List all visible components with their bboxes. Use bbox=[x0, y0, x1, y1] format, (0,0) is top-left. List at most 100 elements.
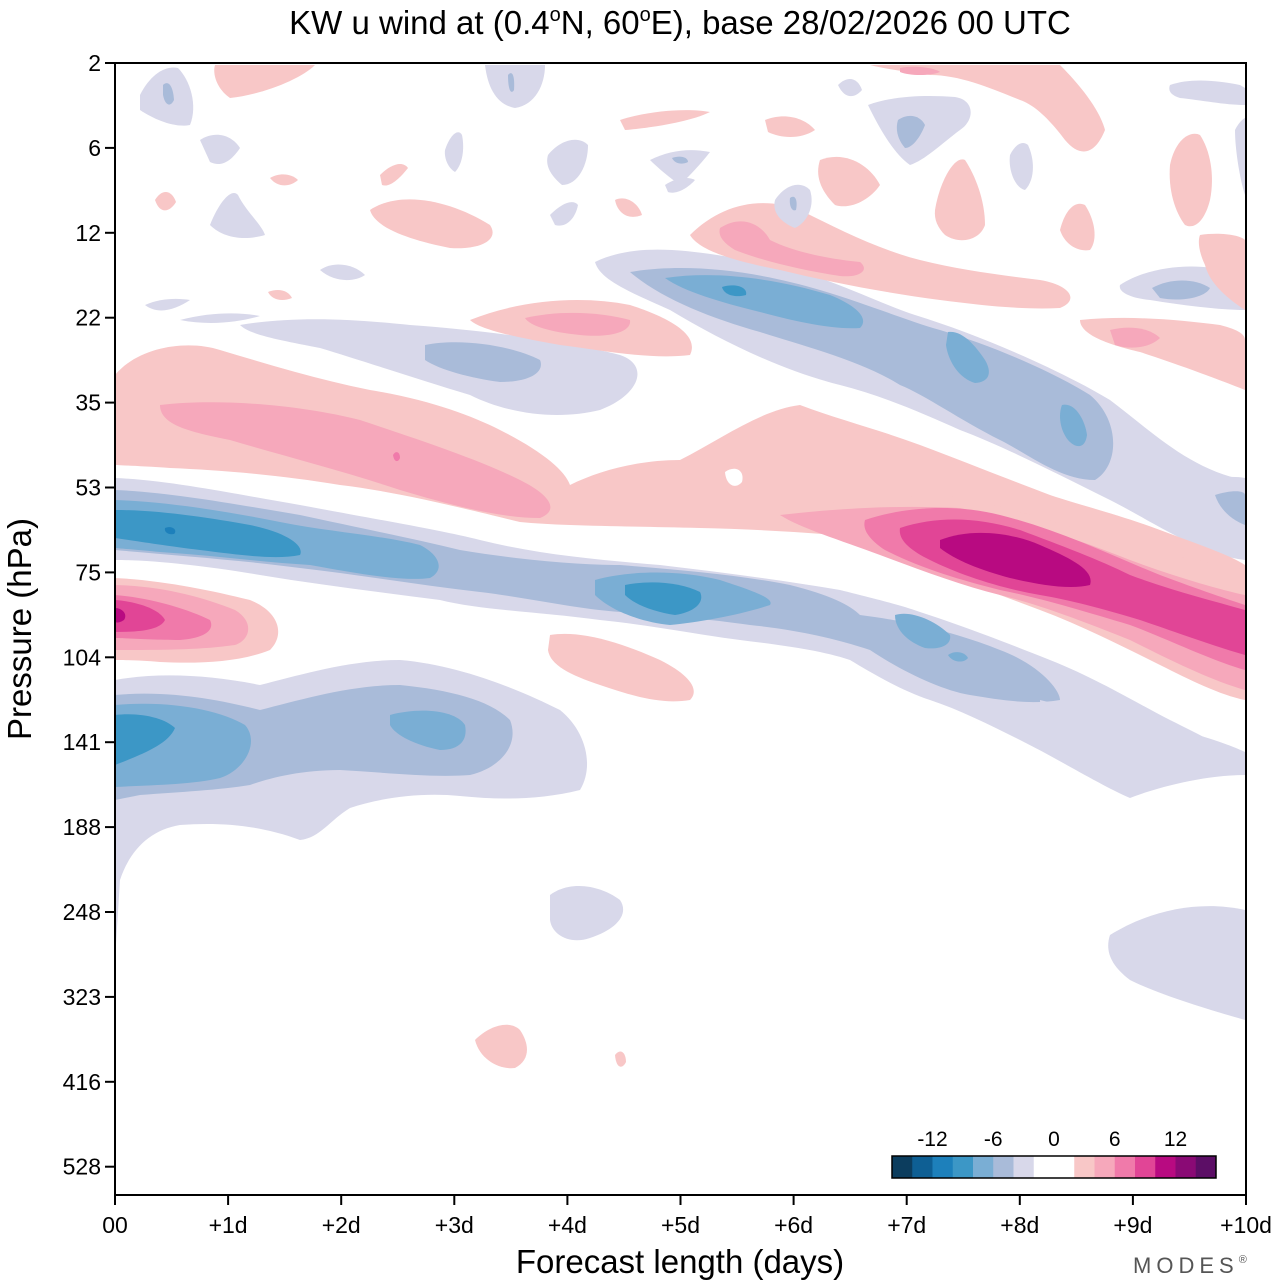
contour-neg-top-11-l2 bbox=[672, 156, 688, 164]
y-tick-label-8: 141 bbox=[63, 729, 101, 755]
contour-neg-103-l3 bbox=[895, 613, 951, 649]
contour-neg-main-l5 bbox=[164, 527, 176, 535]
contour-neg-right-53-l2 bbox=[1215, 491, 1245, 525]
x-tick-label-4: +4d bbox=[548, 1212, 587, 1238]
contour-neg-right-141 bbox=[1040, 700, 1245, 790]
colorbar-segment-5 bbox=[993, 1156, 1014, 1178]
contour-neg-upper-l2 bbox=[630, 268, 1114, 480]
contour-neg-main-l4 bbox=[115, 510, 301, 558]
y-tick-label-9: 188 bbox=[63, 814, 101, 840]
contour-neg-top-2 bbox=[200, 134, 240, 165]
contour-pos-35-53-l2 bbox=[160, 402, 551, 518]
y-tick-label-12: 416 bbox=[63, 1069, 101, 1095]
contour-neg-top-17 bbox=[1169, 80, 1245, 105]
colorbar-segment-0 bbox=[892, 1156, 913, 1178]
colorbar-segment-7 bbox=[1033, 1156, 1055, 1178]
x-tick-label-8: +8d bbox=[1000, 1212, 1039, 1238]
contour-pos-top-2 bbox=[370, 199, 493, 249]
y-tick-label-13: 528 bbox=[63, 1154, 101, 1180]
colorbar-segment-9 bbox=[1074, 1156, 1095, 1178]
contour-neg-top-10 bbox=[550, 202, 578, 226]
chart-title: KW u wind at (0.4oN, 60oE), base 28/02/2… bbox=[289, 4, 1071, 41]
colorbar-segment-1 bbox=[912, 1156, 933, 1178]
contour-neg-top-7-l2 bbox=[508, 73, 515, 92]
contour-pos-top-11 bbox=[870, 65, 1105, 152]
contour-pos-dot bbox=[393, 452, 400, 462]
contour-pos-top-6 bbox=[268, 290, 292, 300]
contour-pos-top-4 bbox=[155, 191, 176, 211]
y-tick-label-11: 323 bbox=[63, 984, 101, 1010]
contour-neg-103-dot bbox=[948, 652, 968, 662]
x-tick-label-1: +1d bbox=[209, 1212, 248, 1238]
contour-neg-top-6 bbox=[180, 313, 260, 323]
contour-neg-upper-l3 bbox=[665, 275, 864, 329]
contour-neg-lower-l3b bbox=[390, 710, 466, 750]
contour-pos-mid-104 bbox=[548, 633, 694, 702]
x-tick-label-3: +3d bbox=[435, 1212, 474, 1238]
x-tick-label-7: +7d bbox=[887, 1212, 926, 1238]
contour-pos-top-10 bbox=[818, 156, 880, 207]
contour-neg-top-1-l2 bbox=[163, 83, 174, 105]
contour-neg-top-15-l2 bbox=[896, 115, 925, 148]
x-tick-label-0: 00 bbox=[102, 1212, 128, 1238]
contour-neg-right-53 bbox=[1163, 476, 1245, 538]
contour-neg-topright-l2 bbox=[1152, 280, 1210, 300]
colorbar-segment-8 bbox=[1054, 1156, 1075, 1178]
colorbar-segment-2 bbox=[932, 1156, 954, 1178]
colorbar-segment-6 bbox=[1013, 1156, 1035, 1178]
x-axis-title: Forecast length (days) bbox=[516, 1243, 844, 1280]
contour-neg-top-16 bbox=[1009, 143, 1033, 190]
x-tick-label-9: +9d bbox=[1113, 1212, 1152, 1238]
contour-neg-top-14 bbox=[838, 78, 862, 97]
contour-neg-right-lower bbox=[1108, 906, 1245, 1020]
colorbar-segment-14 bbox=[1175, 1156, 1197, 1178]
colorbar-segment-12 bbox=[1135, 1156, 1156, 1178]
x-tick-label-10: +10d bbox=[1220, 1212, 1272, 1238]
contour-pos-lower-416b bbox=[615, 1051, 626, 1067]
contour-pos-top-8 bbox=[615, 198, 642, 217]
x-tick-label-6: +6d bbox=[774, 1212, 813, 1238]
contour-pos-22-l2 bbox=[525, 312, 631, 336]
contour-pos-init-l4 bbox=[115, 600, 165, 632]
colorbar-segment-4 bbox=[973, 1156, 994, 1178]
contour-pos-top-12 bbox=[934, 159, 985, 241]
contour-neg-top-18 bbox=[1235, 118, 1245, 195]
contour-neg-top-9 bbox=[547, 139, 588, 185]
y-tick-label-0: 2 bbox=[88, 50, 101, 76]
colorbar-label-4: 12 bbox=[1164, 1128, 1187, 1151]
x-axis: 00 +1d +2d +3d +4d +5d +6d +7d +8d +9d +10d bbox=[102, 1195, 1272, 1238]
colorbar-segment-3 bbox=[952, 1156, 974, 1178]
contour-pos-top-13 bbox=[1060, 203, 1095, 251]
contour-neg-mid-upper bbox=[240, 319, 638, 415]
contour-neg-mid-upper-l2 bbox=[425, 342, 541, 382]
colorbar-label-1: -6 bbox=[984, 1128, 1003, 1151]
contour-pos-init-l5 bbox=[115, 608, 126, 623]
colorbar-frame bbox=[891, 1155, 1217, 1179]
colorbar-segment-11 bbox=[1114, 1156, 1136, 1178]
contour-neg-top-7 bbox=[485, 65, 545, 108]
contour-neg-main-l4b bbox=[625, 582, 702, 615]
contour-neg-top-13-l2 bbox=[789, 196, 797, 211]
y-tick-label-3: 22 bbox=[75, 305, 101, 331]
x-tick-label-2: +2d bbox=[322, 1212, 361, 1238]
colorbar-segment-15 bbox=[1195, 1156, 1217, 1178]
contour-neg-top-11 bbox=[650, 150, 710, 185]
contour-neg-top-8 bbox=[444, 132, 464, 172]
contour-pos-12 bbox=[690, 203, 1071, 309]
y-tick-label-5: 53 bbox=[75, 475, 101, 501]
contour-pos-12-l2 bbox=[719, 221, 864, 277]
y-tick-label-2: 12 bbox=[75, 220, 101, 246]
contour-pos-top-1 bbox=[214, 65, 315, 98]
contour-pos-right-22-l2 bbox=[1110, 327, 1160, 348]
y-tick-label-10: 248 bbox=[63, 899, 101, 925]
contour-pos-top-9 bbox=[765, 116, 815, 137]
colorbar-label-3: 6 bbox=[1109, 1128, 1121, 1151]
contour-neg-upper-b bbox=[946, 331, 989, 383]
contour-neg-248 bbox=[550, 885, 624, 941]
colorbar-label-0: -12 bbox=[917, 1128, 947, 1151]
y-axis: 2 6 12 22 35 53 75 104 141 188 248 323 416 528 bbox=[63, 50, 115, 1180]
contour-pos-top-3 bbox=[380, 164, 408, 186]
contour-neg-top-5 bbox=[145, 298, 190, 311]
contour-fills bbox=[115, 63, 1246, 1195]
